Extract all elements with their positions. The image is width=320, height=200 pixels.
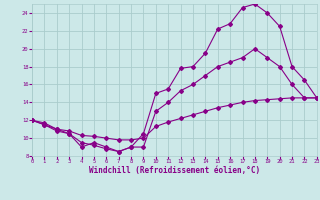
X-axis label: Windchill (Refroidissement éolien,°C): Windchill (Refroidissement éolien,°C) [89, 166, 260, 175]
